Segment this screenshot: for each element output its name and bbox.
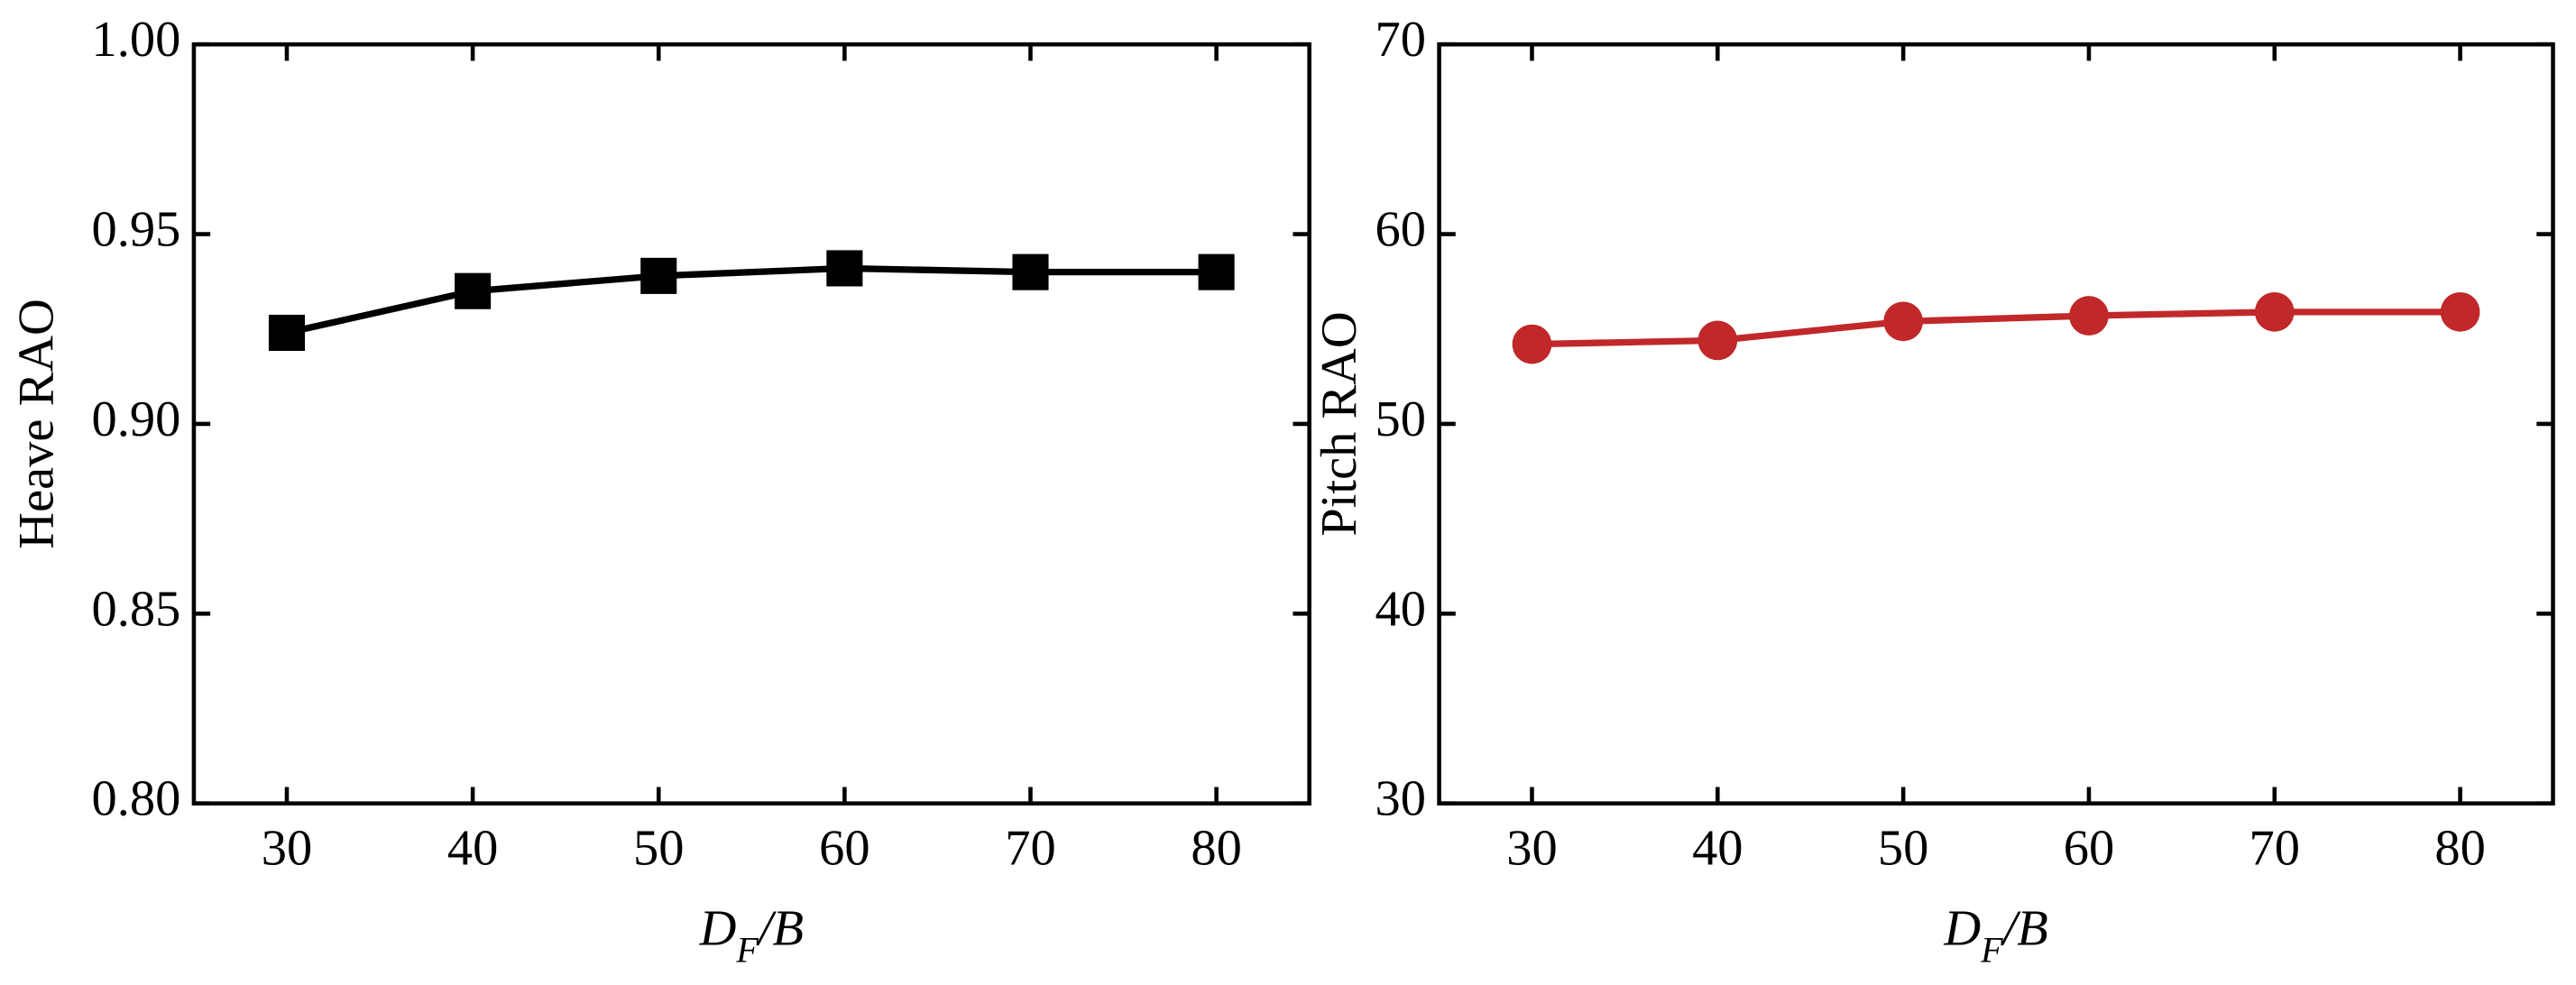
x-axis-label-part: F <box>735 929 759 970</box>
y-tick-label: 50 <box>1375 391 1426 447</box>
data-marker <box>1697 320 1738 361</box>
x-tick-label: 80 <box>1191 820 1241 876</box>
data-line <box>286 264 1217 336</box>
x-axis-label-part: /B <box>756 901 804 957</box>
x-tick-label: 80 <box>2434 820 2485 876</box>
x-tick-label: 50 <box>1878 820 1928 876</box>
y-axis-label: Heave RAO <box>8 299 64 548</box>
y-tick-label: 70 <box>1375 12 1426 68</box>
x-tick-label: 50 <box>633 820 684 876</box>
x-tick-label: 60 <box>2064 820 2114 876</box>
x-tick-label: 40 <box>447 820 498 876</box>
y-tick-label: 30 <box>1375 771 1426 827</box>
data-marker <box>1012 253 1049 290</box>
x-tick-label: 60 <box>819 820 869 876</box>
y-tick-label: 0.95 <box>92 202 181 258</box>
data-marker <box>1883 301 1923 342</box>
y-tick-label: 40 <box>1375 581 1426 637</box>
chart-panel: 30 40 50 60 70 80 0.80 0.85 0.90 0.95 1.00 Heave RA… <box>8 12 1311 971</box>
plot-frame <box>191 41 1311 805</box>
data-line <box>1532 308 2461 348</box>
data-marker <box>1512 324 1552 364</box>
x-tick-label: 30 <box>1506 820 1557 876</box>
x-axis-label-part: D <box>1943 901 1981 957</box>
data-marker <box>1198 253 1235 290</box>
x-tick-label: 70 <box>1005 820 1055 876</box>
x-axis-label-part: /B <box>2001 901 2048 957</box>
x-tick-label: 40 <box>1692 820 1743 876</box>
x-tick-label: 70 <box>2249 820 2300 876</box>
x-axis-label: DF/B <box>699 901 804 971</box>
data-marker <box>2254 291 2295 332</box>
data-marker <box>826 250 863 287</box>
data-marker <box>268 314 306 352</box>
chart-panel: 30 40 50 60 70 80 30 40 50 60 70 Pitch RAO DF/B <box>1311 12 2555 971</box>
data-marker <box>2069 296 2109 336</box>
data-marker <box>640 257 677 294</box>
data-marker <box>2440 291 2480 332</box>
y-axis-label: Pitch RAO <box>1311 311 1367 536</box>
y-tick-label: 0.85 <box>92 581 181 637</box>
plot-frame <box>1437 41 2555 805</box>
y-tick-label: 60 <box>1375 202 1426 258</box>
x-axis-label-part: F <box>1980 929 2003 970</box>
x-axis-label: DF/B <box>1943 901 2047 971</box>
y-tick-label: 0.80 <box>92 771 181 827</box>
x-tick-label: 30 <box>262 820 312 876</box>
y-tick-label: 1.00 <box>92 12 181 68</box>
y-tick-label: 0.90 <box>92 391 181 447</box>
data-marker <box>455 272 492 309</box>
x-axis-label-part: D <box>699 901 737 957</box>
